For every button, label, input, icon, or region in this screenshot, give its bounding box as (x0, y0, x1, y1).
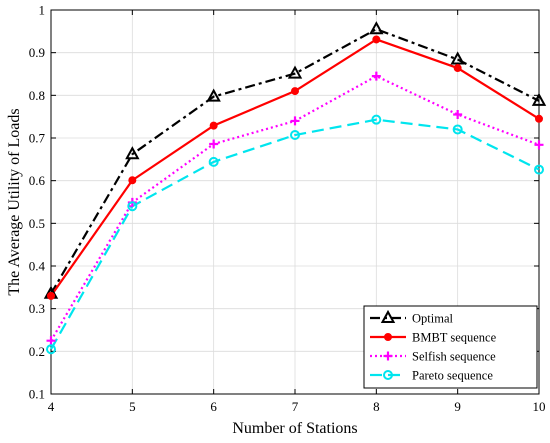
data-point-2 (290, 116, 300, 126)
data-point-3 (371, 114, 382, 125)
y-axis-title: The Average Utility of Loads (6, 108, 23, 295)
data-point-1 (209, 121, 218, 130)
data-point-3 (534, 164, 544, 175)
data-point-1 (291, 87, 299, 96)
x-tick-label: 7 (292, 399, 299, 414)
x-tick-label: 9 (454, 399, 461, 414)
data-point-1 (372, 35, 381, 44)
data-point-0 (125, 146, 140, 160)
data-point-3 (127, 201, 138, 212)
data-point-0 (369, 21, 384, 35)
data-point-2 (371, 71, 381, 81)
series-line-0 (50, 27, 540, 295)
data-point-0 (531, 92, 547, 106)
x-tick-label: 6 (210, 399, 217, 414)
y-tick-label: 0.1 (29, 387, 45, 402)
data-point-2 (534, 140, 544, 150)
x-tick-label: 5 (129, 399, 136, 414)
y-tick-label: 1 (39, 3, 46, 18)
data-point-3 (290, 130, 300, 141)
x-tick-label: 8 (373, 399, 380, 414)
axis-ticks: 4 5 6 7 8 9 10 0.1 0.2 0.3 0.4 0.5 0.6 0.7 0.8 0.9 1 (29, 3, 546, 415)
data-point-1 (47, 291, 55, 300)
data-point-2 (209, 139, 219, 149)
legend-label: BMBT sequence (412, 331, 497, 345)
legend-marker (380, 309, 396, 323)
y-tick-label: 0.3 (29, 301, 45, 316)
x-axis-title: Number of Stations (232, 420, 357, 437)
legend-marker (384, 333, 392, 341)
legend-label: Selfish sequence (412, 350, 496, 364)
data-point-3 (208, 156, 219, 167)
data-point-2 (453, 110, 463, 120)
legend: Optimal BMBT sequence Selfish sequence Pare… (363, 305, 538, 389)
series-markers (43, 21, 547, 355)
y-tick-label: 0.6 (29, 173, 46, 188)
data-point-1 (128, 176, 137, 185)
y-tick-label: 0.2 (29, 344, 45, 359)
x-tick-label: 10 (533, 399, 546, 414)
y-tick-label: 0.7 (29, 131, 46, 146)
legend-label: Optimal (412, 312, 453, 326)
data-point-0 (287, 65, 303, 79)
legend-marker (383, 370, 393, 380)
data-point-0 (450, 51, 465, 65)
legend-label: Pareto sequence (412, 369, 493, 383)
data-point-2 (46, 336, 56, 346)
data-point-0 (206, 88, 221, 102)
data-point-1 (453, 64, 462, 73)
legend-marker (383, 351, 393, 361)
data-point-3 (46, 344, 56, 355)
y-tick-label: 0.8 (29, 88, 45, 103)
data-point-3 (452, 124, 463, 135)
y-tick-label: 0.5 (29, 216, 45, 231)
x-tick-label: 4 (48, 399, 55, 414)
data-point-1 (535, 114, 543, 123)
y-tick-label: 0.4 (29, 259, 46, 274)
y-tick-label: 0.9 (29, 45, 45, 60)
